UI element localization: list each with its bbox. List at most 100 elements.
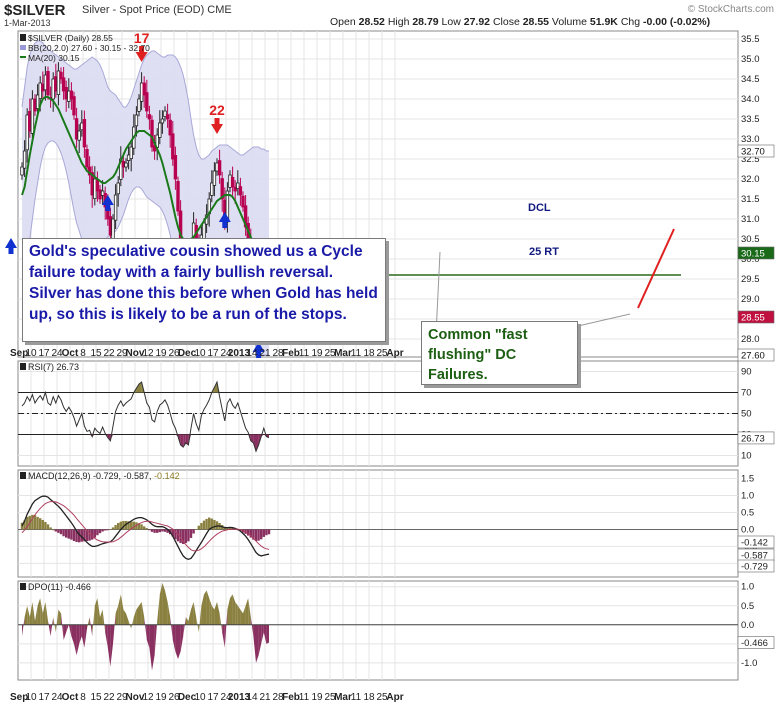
dpo-area-segment	[209, 598, 212, 625]
macd-histogram-bar	[257, 529, 260, 541]
macd-value-badge-text: -0.142	[741, 538, 768, 549]
dpo-area-segment	[248, 598, 251, 625]
bottom-x-tick: Nov	[126, 692, 145, 703]
macd-histogram-bar	[226, 527, 229, 530]
price-value-badge	[737, 144, 775, 158]
bottom-x-tick: 11	[299, 692, 310, 703]
candle-down	[72, 96, 76, 116]
price-y-tick: 30.0	[741, 254, 760, 265]
macd-histogram-bar	[208, 517, 211, 530]
macd-histogram-bar	[262, 529, 265, 537]
dpo-area-segment	[149, 624, 152, 671]
dpo-area-segment	[266, 624, 269, 644]
candle-down	[74, 118, 79, 140]
candle-down	[82, 119, 87, 148]
price-x-tick: Nov	[126, 348, 145, 359]
macd-histogram-bar	[205, 518, 208, 530]
rsi-legend: RSI(7) 26.73	[28, 362, 79, 372]
dpo-area-segment	[256, 624, 259, 663]
candle-down	[46, 71, 50, 96]
dpo-area-segment	[113, 613, 116, 644]
dpo-area-segment	[61, 613, 64, 641]
dpo-area-segment	[89, 617, 93, 637]
price-x-tick: 22	[103, 348, 115, 359]
macd-histogram-bar	[93, 529, 96, 538]
price-x-tick: 17	[38, 348, 50, 359]
dpo-area-segment	[45, 601, 48, 625]
macd-histogram-bar	[44, 521, 47, 530]
candle-up	[163, 110, 167, 117]
macd-histogram-bar	[75, 529, 78, 543]
macd-histogram-bar	[176, 529, 180, 542]
cycle-low-arrow-stem	[8, 247, 14, 254]
dpo-y-tick: 1.0	[741, 582, 754, 593]
high-label: High	[387, 16, 410, 28]
price-x-tick: 25	[376, 348, 388, 359]
bottom-x-tick: 24	[51, 692, 63, 703]
macd-histogram-bar	[114, 525, 117, 530]
dpo-area-segment	[180, 624, 184, 652]
dpo-area-segment	[237, 605, 241, 625]
macd-histogram-bar	[137, 523, 141, 530]
dpo-area-segment	[139, 601, 142, 625]
price-x-tick: 24	[220, 348, 232, 359]
rsi-y-tick: 50	[741, 409, 752, 420]
macd-histogram-bar	[228, 527, 232, 530]
rsi-y-tick: 90	[741, 367, 752, 378]
chg-label: Chg	[620, 16, 641, 28]
candle-down	[142, 82, 146, 96]
candle-up	[129, 146, 133, 159]
candle-up	[111, 218, 115, 240]
dpo-value-badge-text: -0.466	[741, 638, 768, 649]
price-value-badge	[737, 310, 775, 324]
candle-down	[61, 77, 66, 92]
macd-histogram-bar	[85, 529, 89, 541]
macd-histogram-bar	[184, 529, 187, 544]
dpo-area-segment	[74, 624, 77, 656]
rsi-y-tick: 70	[741, 388, 752, 399]
price-x-tick: 19	[311, 348, 323, 359]
dpo-area-segment	[22, 617, 25, 637]
price-x-tick: 12	[142, 348, 154, 359]
dpo-y-tick: 0.5	[741, 601, 754, 612]
dpo-y-tick: 0.0	[741, 620, 754, 631]
macd-histogram-bar	[41, 519, 44, 530]
dpo-area-segment	[146, 624, 150, 648]
rsi-oversold-fill	[183, 434, 186, 448]
candle-down	[165, 114, 170, 120]
price-x-tick: Oct	[62, 348, 79, 359]
dpo-area-segment	[136, 605, 139, 625]
bottom-x-tick: Mar	[334, 692, 352, 703]
macd-histogram-bar	[52, 529, 55, 531]
candle-up	[210, 182, 214, 196]
price-y-tick: 28.0	[741, 334, 760, 345]
macd-histogram-bar	[78, 529, 81, 543]
symbol-description: Silver - Spot Price (EOD) CME	[82, 4, 232, 16]
dpo-area-segment	[27, 605, 30, 625]
macd-histogram-bar	[36, 516, 39, 530]
chart-date: 1-Mar-2013	[4, 18, 51, 28]
macd-histogram-bar	[119, 521, 122, 530]
macd-histogram-bar	[46, 524, 50, 530]
macd-histogram-bar	[156, 529, 159, 533]
dpo-area-segment	[172, 624, 176, 652]
macd-y-tick: 0.5	[741, 507, 754, 518]
macd-histogram-bar	[72, 529, 76, 541]
rt-label: 25 RT	[529, 246, 559, 258]
bottom-x-tick: 14	[246, 692, 258, 703]
bottom-x-tick: 25	[324, 692, 336, 703]
open-label: Open	[330, 16, 356, 28]
dpo-area-segment	[144, 617, 147, 641]
close-value: 28.55	[522, 16, 549, 28]
dpo-area-segment	[126, 613, 129, 625]
legend-swatch-bb	[20, 45, 26, 50]
cycle-top-arrow	[135, 52, 148, 62]
volume-value: 51.9K	[589, 16, 618, 28]
dpo-area-segment	[230, 594, 233, 625]
bollinger-upper-line	[21, 40, 269, 160]
dpo-area-segment	[263, 624, 267, 644]
macd-line	[21, 495, 270, 560]
price-value-badge-text: 32.70	[741, 147, 765, 158]
cycle-low-arrow-stem	[256, 351, 262, 358]
